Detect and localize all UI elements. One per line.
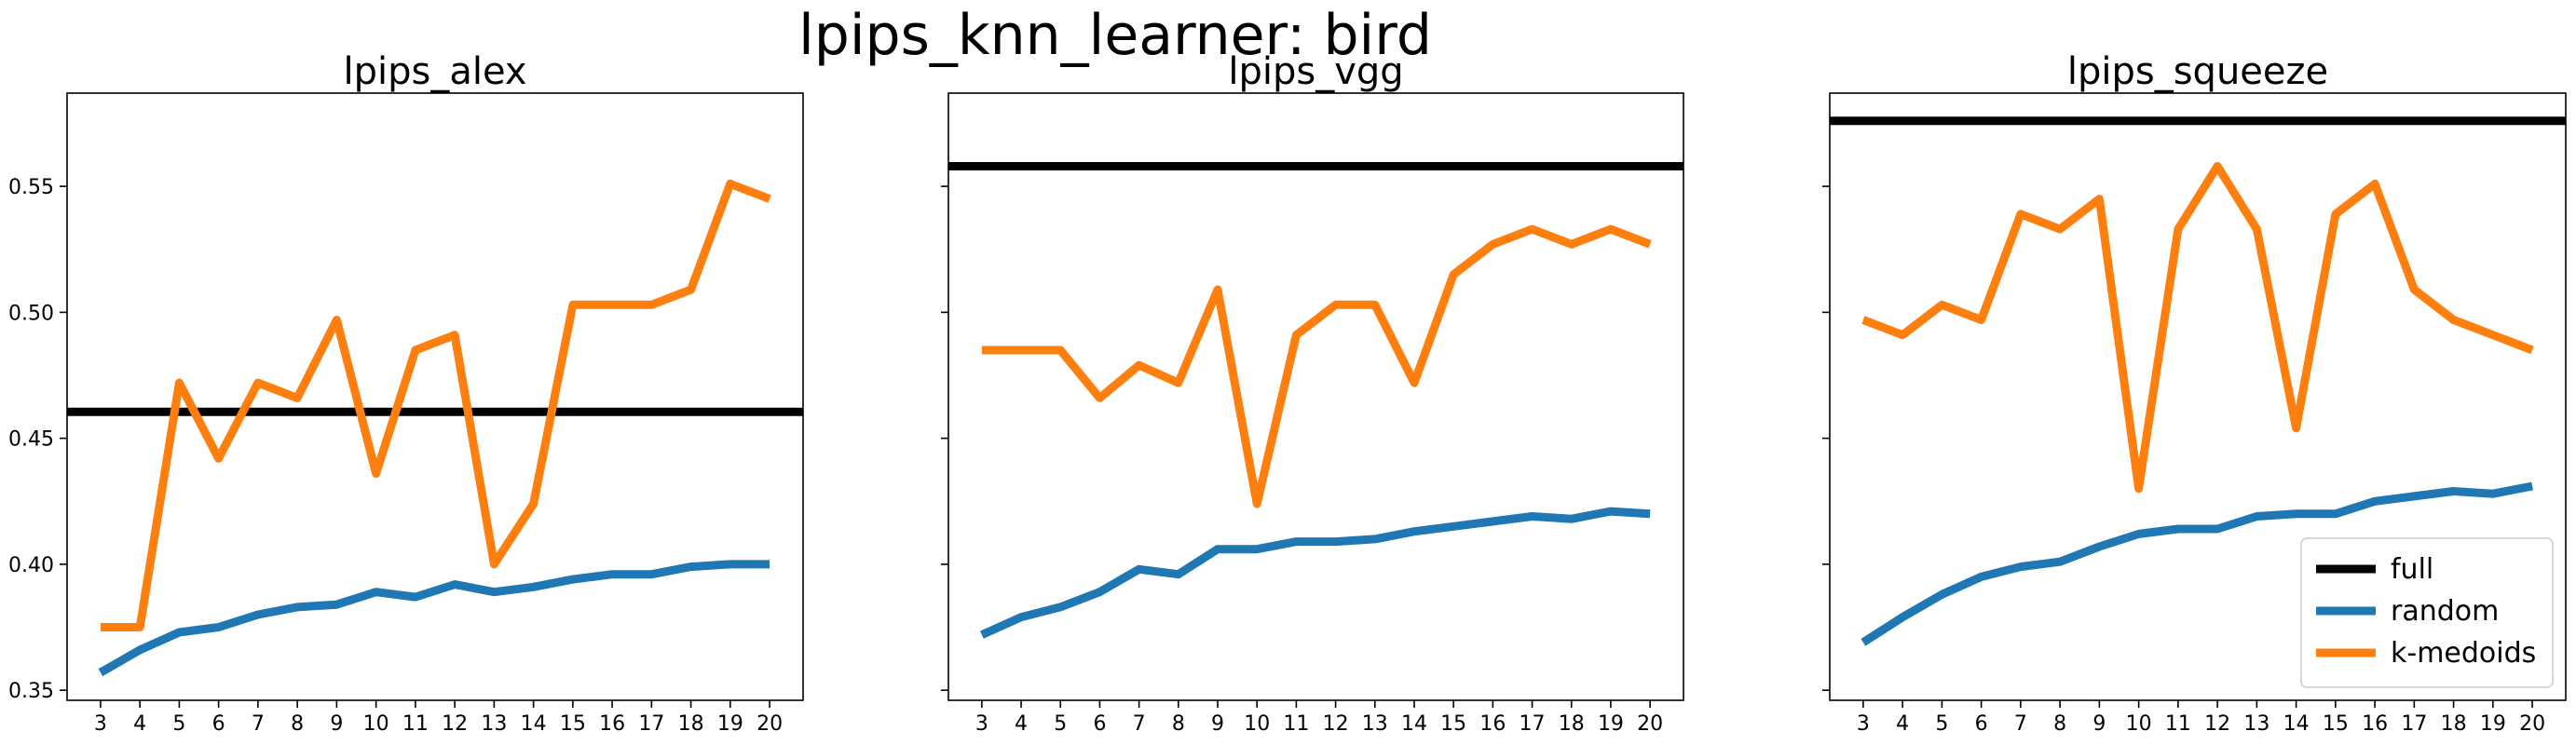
x-tick-label: 9 (330, 712, 343, 736)
axes-frame (66, 92, 804, 701)
x-tick-label: 16 (2362, 712, 2388, 736)
x-tick-label: 20 (756, 712, 783, 736)
x-tick-label: 9 (1211, 712, 1224, 736)
x-tick-label: 8 (1172, 712, 1185, 736)
y-tick-label: 0.40 (8, 554, 54, 577)
x-tick-label: 7 (252, 712, 265, 736)
x-tick-label: 20 (1637, 712, 1663, 736)
panel-lpips_vgg: 3 4 5 6 7 8 9 10 11 12 13 14 15 16 17 18 19 20 lpips_vgg (941, 50, 1684, 736)
x-tick-label: 6 (212, 712, 225, 736)
x-tick-label: 6 (1093, 712, 1106, 736)
x-tick-label: 16 (599, 712, 625, 736)
x-tick-label: 12 (2204, 712, 2230, 736)
x-tick-label: 11 (1283, 712, 1309, 736)
figure-title: lpips_knn_learner: bird (798, 3, 1432, 68)
x-tick-label: 3 (1857, 712, 1870, 736)
panel-lpips_squeeze: 3 4 5 6 7 8 9 10 11 12 13 14 15 16 17 18 19 20 lpips_squee… (1822, 50, 2567, 736)
y-tick-label: 0.35 (8, 680, 54, 703)
x-tick-label: 10 (1244, 712, 1270, 736)
x-tick-label: 11 (402, 712, 429, 736)
k-medoids-line (981, 224, 1652, 508)
x-tick-label: 19 (2480, 712, 2506, 736)
x-tick-label: 15 (560, 712, 586, 736)
panel-title: lpips_alex (343, 50, 526, 93)
x-tick-label: 17 (638, 712, 664, 736)
x-tick-label: 3 (94, 712, 107, 736)
axes-frame (1829, 92, 2567, 701)
k-medoids-line (100, 179, 771, 631)
x-tick-label: 9 (2092, 712, 2106, 736)
x-tick-label: 10 (363, 712, 389, 736)
x-tick-label: 7 (1133, 712, 1146, 736)
x-tick-label: 20 (2519, 712, 2545, 736)
legend-label-k-medoids: k-medoids (2391, 637, 2536, 670)
x-tick-label: 8 (2053, 712, 2066, 736)
x-tick-label: 16 (1479, 712, 1506, 736)
x-tick-label: 12 (1323, 712, 1349, 736)
panel-lpips_alex: 3 4 5 6 7 8 9 10 11 12 13 14 15 16 17 18 19 20 0.35 0.40 0.4… (8, 50, 804, 736)
panel-title: lpips_vgg (1228, 50, 1403, 93)
x-tick-label: 5 (1054, 712, 1067, 736)
x-tick-label: 18 (678, 712, 704, 736)
x-tick-label: 18 (2441, 712, 2467, 736)
x-tick-label: 13 (481, 712, 507, 736)
x-tick-label: 19 (1598, 712, 1624, 736)
x-tick-label: 6 (1975, 712, 1988, 736)
random-line (98, 560, 770, 677)
x-tick-label: 11 (2165, 712, 2191, 736)
legend: full random k-medoids (2300, 537, 2554, 688)
panel-title: lpips_squeeze (2067, 50, 2328, 93)
x-tick-label: 14 (521, 712, 547, 736)
x-tick-label: 8 (291, 712, 304, 736)
x-tick-label: 17 (1520, 712, 1546, 736)
y-tick-label: 0.50 (8, 302, 54, 325)
x-tick-label: 12 (442, 712, 468, 736)
x-tick-label: 4 (1015, 712, 1028, 736)
x-tick-label: 3 (975, 712, 988, 736)
x-tick-label: 5 (172, 712, 185, 736)
y-tick-label: 0.45 (8, 428, 54, 452)
x-tick-label: 14 (2283, 712, 2310, 736)
x-tick-label: 14 (1401, 712, 1427, 736)
x-tick-label: 13 (1362, 712, 1388, 736)
x-tick-label: 19 (717, 712, 743, 736)
k-medoids-line (1861, 162, 2534, 494)
random-line (980, 507, 1651, 639)
x-tick-label: 15 (2323, 712, 2349, 736)
axes-frame (947, 92, 1684, 701)
y-tick-label: 0.55 (8, 176, 54, 199)
legend-label-full: full (2391, 553, 2433, 586)
x-tick-label: 15 (1440, 712, 1466, 736)
x-tick-label: 5 (1935, 712, 1948, 736)
x-tick-label: 4 (1896, 712, 1909, 736)
x-tick-label: 4 (133, 712, 146, 736)
random-line (1860, 481, 2533, 646)
x-tick-label: 18 (1559, 712, 1585, 736)
legend-label-random: random (2391, 595, 2499, 628)
x-tick-label: 17 (2401, 712, 2427, 736)
x-tick-label: 10 (2126, 712, 2152, 736)
x-tick-label: 7 (2014, 712, 2027, 736)
x-tick-label: 13 (2243, 712, 2269, 736)
